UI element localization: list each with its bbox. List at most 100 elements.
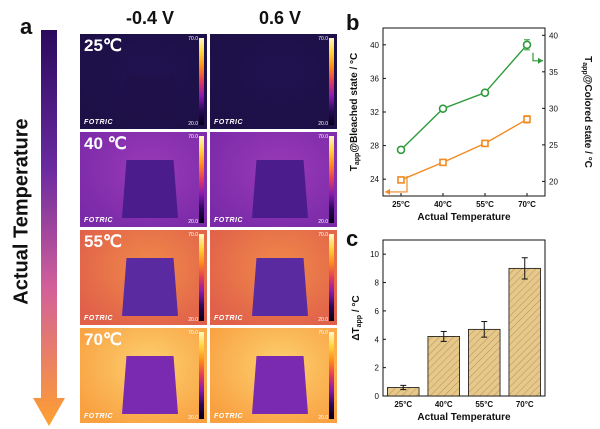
camera-brand-label: FOTRIC [214,315,244,322]
color-scale-bar [199,136,204,223]
sample-film [122,356,178,414]
right-axis-arrowhead [538,57,543,64]
thermal-image: 70.0 20.0 FOTRIC [210,230,337,325]
y-tick-label-left: 40 [370,41,379,50]
scale-max-label: 70.0 [318,36,328,42]
temperature-label: 55℃ [84,232,123,251]
color-scale-bar [199,38,204,125]
y-tick-label: 6 [375,307,380,316]
y-tick-label-right: 30 [549,104,558,113]
y-tick-label-left: 24 [370,175,379,184]
x-tick-label: 70°C [518,200,536,209]
y-tick-label-left: 32 [370,108,379,117]
data-point [480,88,490,97]
data-point [397,176,405,184]
y-axis-title-left: Tapp@Bleached state / °C [349,53,361,171]
column-label-pos: 0.6 V [258,8,302,28]
x-tick-label: 55°C [476,200,494,209]
thermal-image: 55℃ 70.0 20.0 FOTRIC [80,230,207,325]
arrow-axis-label: Actual Temperature [10,118,33,305]
color-scale-bar [329,136,334,223]
camera-brand-label: FOTRIC [214,119,244,126]
sample-film [122,258,178,316]
y-axis-title: ΔTapp / °C [351,295,363,340]
scale-max-label: 70.0 [318,330,328,336]
y-tick-label-right: 20 [549,177,558,186]
temperature-arrow [33,30,65,426]
temperature-label: 25℃ [84,36,123,55]
x-tick-label: 40°C [434,200,452,209]
left-axis-arrowhead [385,188,390,195]
y-tick-label: 4 [375,335,380,344]
scale-min-label: 20.0 [318,415,328,421]
sample-film [122,160,178,218]
temperature-label: 70℃ [84,330,123,349]
y-tick-label-left: 28 [370,142,379,151]
data-point [481,139,489,148]
scale-min-label: 20.0 [318,219,328,225]
color-scale-bar [199,234,204,321]
scale-max-label: 70.0 [188,330,198,336]
plot-frame [382,27,546,197]
scale-max-label: 70.0 [318,232,328,238]
left-axis-indicator [385,175,408,193]
series-line [400,44,528,151]
sample-film [252,258,308,316]
scale-max-label: 70.0 [188,134,198,140]
data-point [522,40,532,50]
panel-letter-c: c [346,226,359,251]
scale-min-label: 20.0 [188,415,198,421]
data-point [523,115,531,124]
color-scale-bar [329,332,334,419]
y-tick-label: 10 [370,250,379,259]
panel-letter-b: b [346,10,360,35]
thermal-image: 25℃ 70.0 20.0 FOTRIC [80,34,207,129]
thermal-image: 70.0 20.0 FOTRIC [210,132,337,227]
chart-b: 24 28 32 36 40 20 25 30 35 40 25°C 40°C 55°C 70°C Actu… [349,27,593,223]
chart-c: 0 2 4 6 8 10 25°C 40°C 55°C 70°C Actual Temperatur… [351,239,546,423]
thermal-image: 70.0 20.0 FOTRIC [210,328,337,423]
color-scale-bar [329,234,334,321]
sample-film [252,356,308,414]
data-point [396,145,406,155]
y-tick-label: 0 [375,392,380,401]
scale-min-label: 20.0 [318,121,328,127]
x-tick-label: 40°C [435,400,453,409]
x-tick-label: 25°C [392,200,410,209]
bar [427,336,460,397]
camera-brand-label: FOTRIC [214,413,244,420]
color-scale-bar [199,332,204,419]
y-tick-label-left: 36 [370,74,379,83]
scale-max-label: 70.0 [318,134,328,140]
color-scale-bar [329,38,334,125]
camera-brand-label: FOTRIC [84,119,114,126]
series-line [400,118,528,181]
plot-frame [382,239,546,397]
x-axis-title: Actual Temperature [417,412,511,423]
y-tick-label-right: 35 [549,68,558,77]
data-point [439,158,447,167]
data-point [438,104,448,113]
scale-max-label: 70.0 [188,232,198,238]
scale-min-label: 20.0 [188,121,198,127]
camera-brand-label: FOTRIC [84,315,114,322]
y-tick-label: 2 [375,364,380,373]
sample-film [122,74,178,116]
column-label-neg: -0.4 V [125,8,175,28]
scale-max-label: 70.0 [188,36,198,42]
thermal-image: 70.0 20.0 FOTRIC [210,34,337,129]
x-tick-label: 70°C [516,400,534,409]
y-tick-label-right: 40 [549,31,558,40]
arrow-shape [33,30,65,426]
y-tick-label: 8 [375,279,380,288]
x-tick-label: 55°C [475,400,493,409]
scale-min-label: 20.0 [318,317,328,323]
scale-min-label: 20.0 [188,317,198,323]
x-tick-label: 25°C [394,400,412,409]
thermal-image: 70℃ 70.0 20.0 FOTRIC [80,328,207,423]
sample-film [252,160,308,218]
camera-brand-label: FOTRIC [214,217,244,224]
bar [508,267,541,397]
x-axis-title: Actual Temperature [417,212,511,223]
panel-letter-a: a [20,14,33,39]
